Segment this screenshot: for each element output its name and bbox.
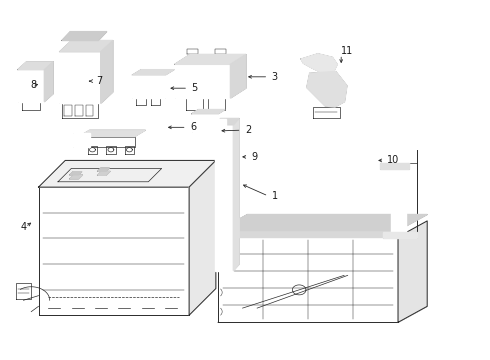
Polygon shape <box>215 125 233 271</box>
Text: 7: 7 <box>96 76 102 86</box>
Polygon shape <box>398 221 427 322</box>
Polygon shape <box>218 237 398 322</box>
Polygon shape <box>218 306 427 322</box>
Polygon shape <box>384 231 417 238</box>
Text: 8: 8 <box>30 80 36 90</box>
Polygon shape <box>218 230 398 237</box>
Text: 3: 3 <box>272 72 278 82</box>
Polygon shape <box>230 54 246 98</box>
Polygon shape <box>174 64 230 98</box>
Text: 4: 4 <box>21 222 26 232</box>
Polygon shape <box>218 215 427 230</box>
Polygon shape <box>391 169 406 231</box>
Polygon shape <box>192 109 225 114</box>
Text: 9: 9 <box>251 152 257 162</box>
Polygon shape <box>18 70 45 102</box>
Polygon shape <box>101 41 113 103</box>
Text: 1: 1 <box>272 191 278 201</box>
Polygon shape <box>59 52 101 103</box>
Polygon shape <box>59 41 113 52</box>
Polygon shape <box>45 62 53 102</box>
Polygon shape <box>132 75 165 98</box>
Polygon shape <box>98 168 109 171</box>
Polygon shape <box>307 72 347 107</box>
Polygon shape <box>98 171 110 175</box>
Polygon shape <box>215 118 239 125</box>
Polygon shape <box>192 114 218 132</box>
Text: 5: 5 <box>192 83 198 93</box>
Polygon shape <box>301 54 337 73</box>
Polygon shape <box>39 187 189 315</box>
Polygon shape <box>189 161 216 315</box>
Polygon shape <box>132 70 174 75</box>
Polygon shape <box>73 133 90 147</box>
Polygon shape <box>18 62 53 70</box>
Polygon shape <box>39 161 216 187</box>
Polygon shape <box>70 175 83 179</box>
Polygon shape <box>380 163 409 169</box>
Polygon shape <box>174 54 246 64</box>
Polygon shape <box>205 120 225 127</box>
Text: 11: 11 <box>341 46 353 56</box>
Text: 6: 6 <box>190 122 196 132</box>
Text: 2: 2 <box>245 125 251 135</box>
Polygon shape <box>79 130 146 136</box>
Polygon shape <box>233 118 239 271</box>
Text: 10: 10 <box>388 156 400 166</box>
Polygon shape <box>70 172 82 175</box>
Polygon shape <box>62 32 107 41</box>
